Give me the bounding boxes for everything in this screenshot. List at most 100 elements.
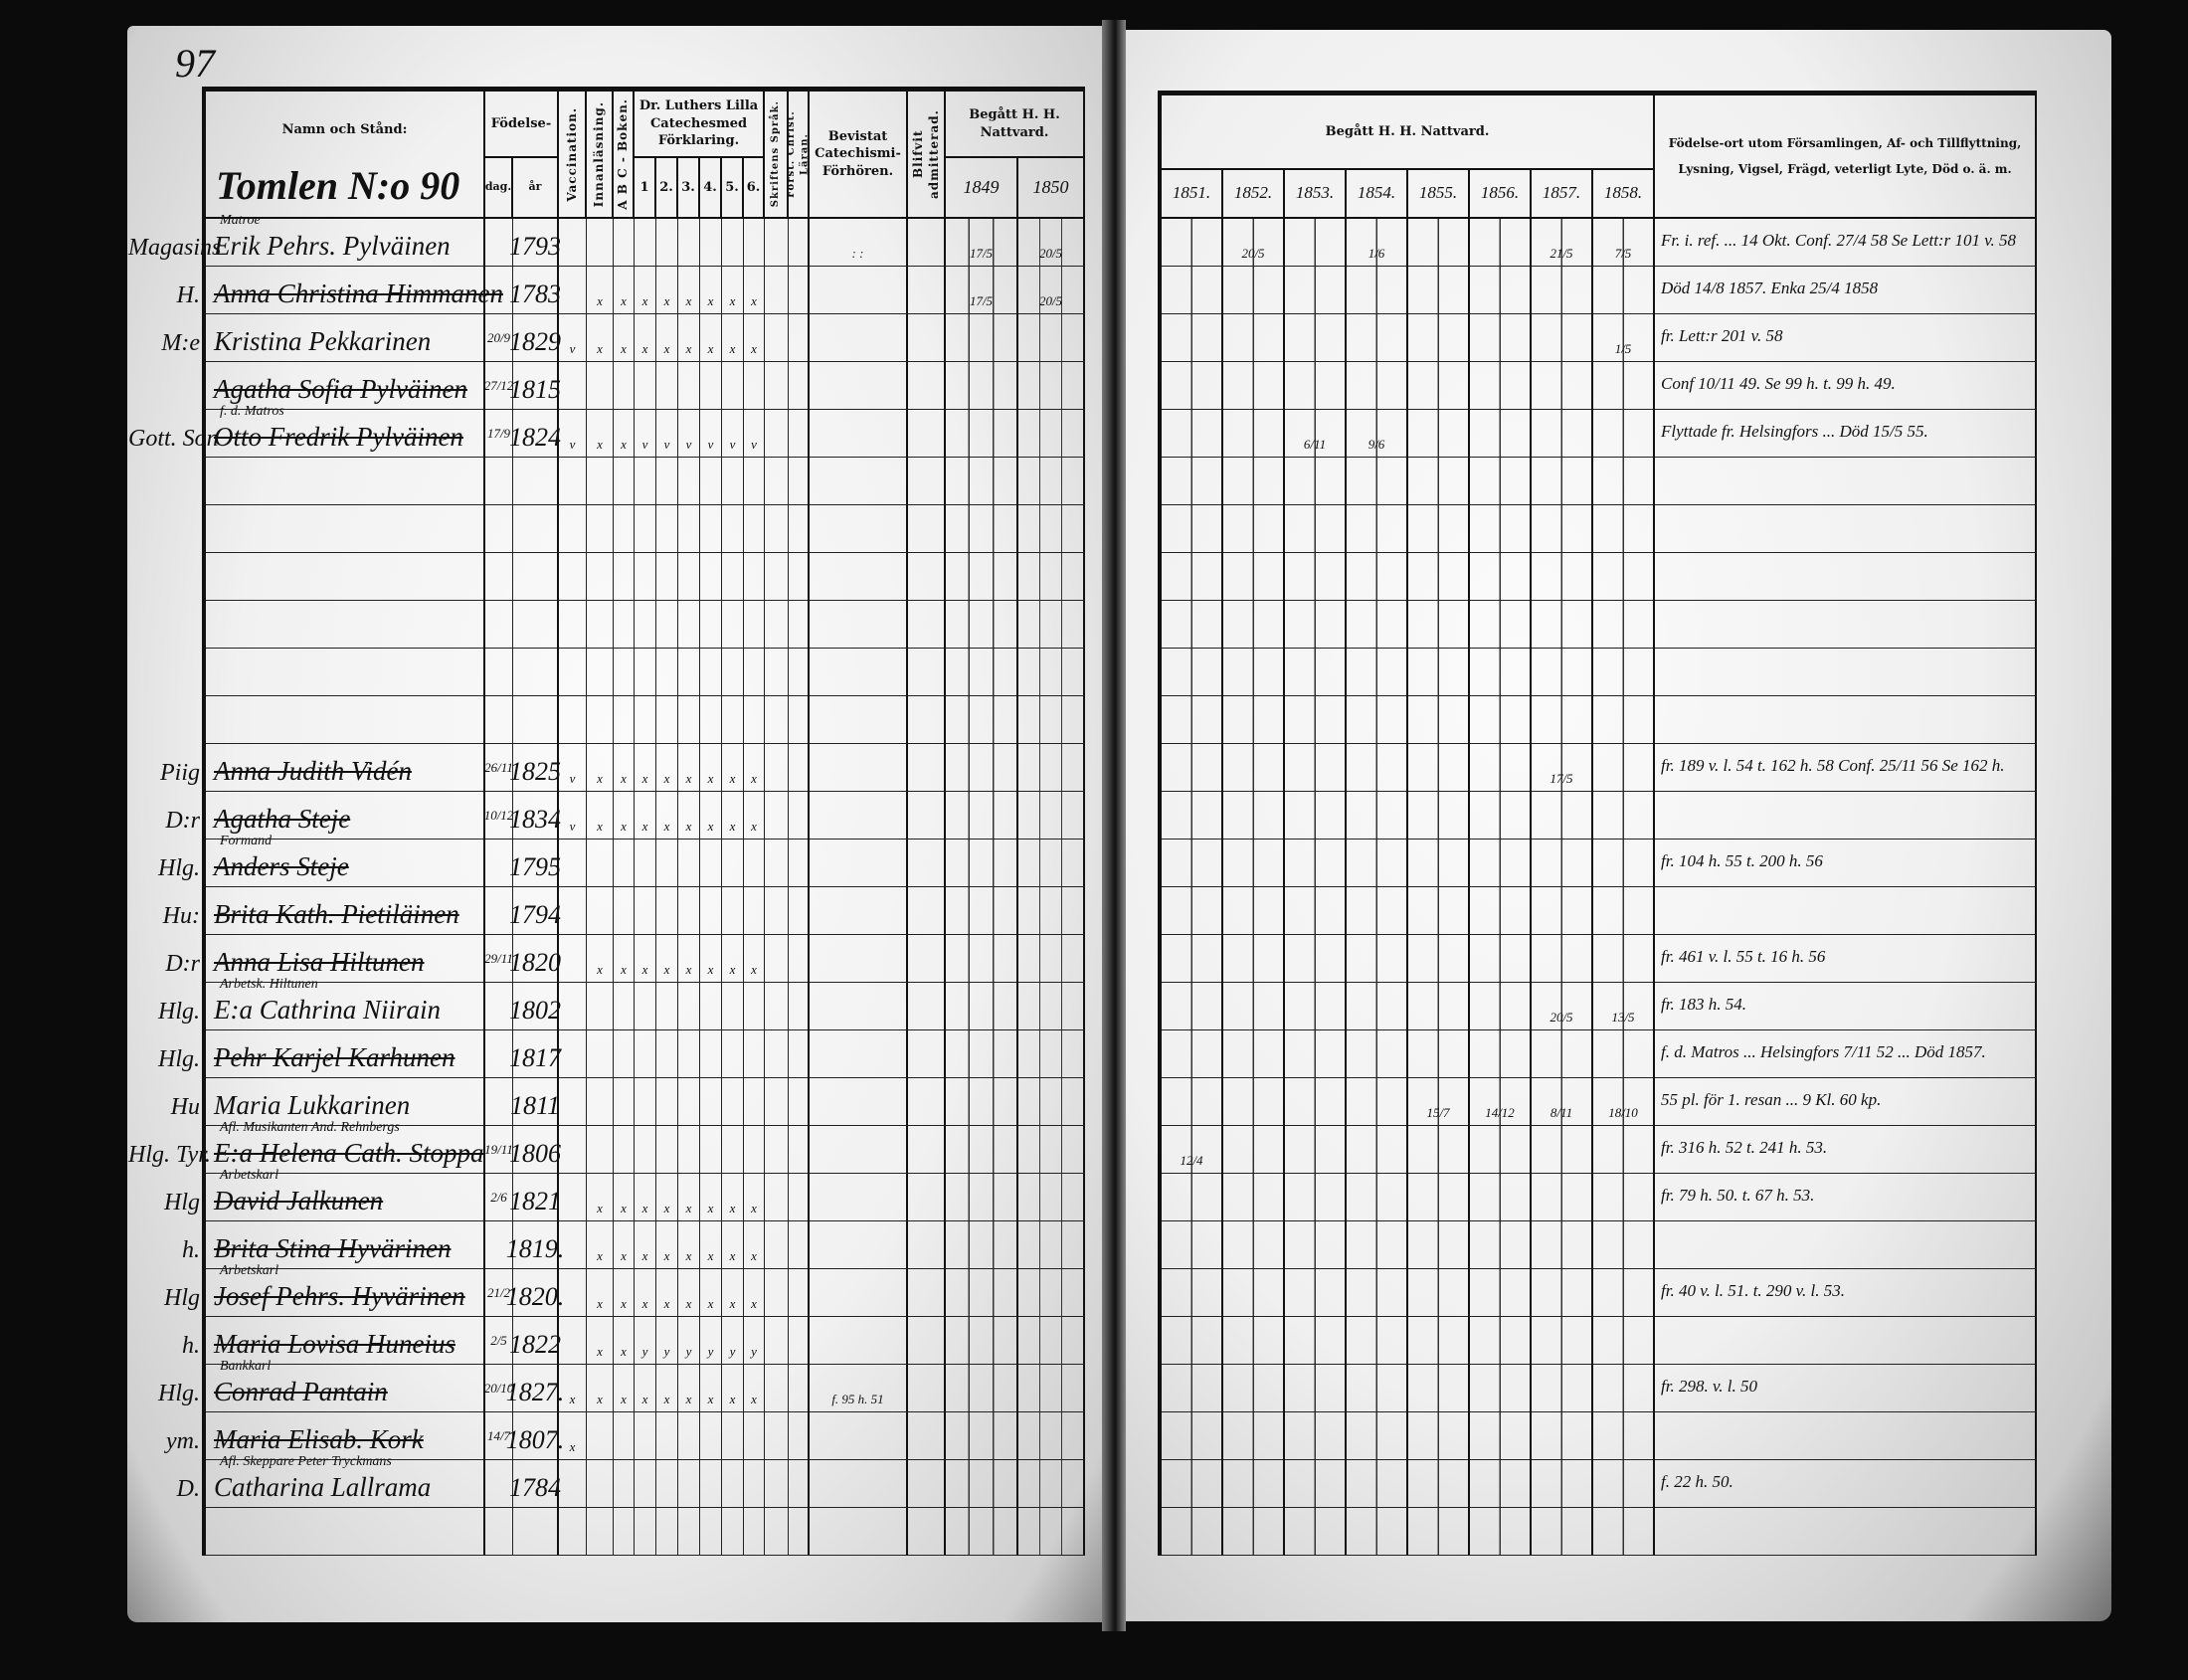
catechism-3-mark: x xyxy=(678,1174,700,1221)
abc-book-mark: x xyxy=(614,1365,635,1412)
catechism-4-mark: x xyxy=(700,314,722,362)
admitted-mark xyxy=(908,1174,946,1221)
examination-note xyxy=(810,935,908,983)
person-name: Brita Stina Hyvärinen xyxy=(214,1233,452,1263)
communion-1857 xyxy=(1532,696,1593,744)
reading-mark xyxy=(587,1030,614,1078)
communion-1853 xyxy=(1285,792,1347,840)
household-role: D:r xyxy=(165,951,200,977)
admitted-mark xyxy=(908,410,946,458)
register-row-right: f. d. Matros ... Helsingfors 7/11 52 ...… xyxy=(1162,1030,2037,1078)
name-cell: Piig Anna Judith Vidén xyxy=(160,744,485,792)
communion-1854 xyxy=(1347,601,1408,649)
communion-year-1854: 1854. xyxy=(1347,170,1408,219)
household-role: Hlg. xyxy=(158,855,200,881)
catechism-6-mark xyxy=(744,1508,765,1556)
birth-year: 1820. xyxy=(506,1269,564,1317)
catechism-4-mark: y xyxy=(700,1317,722,1365)
register-row-right: Conf 10/11 49. Se 99 h. t. 99 h. 49. xyxy=(1162,362,2037,410)
occupation-note: Formand xyxy=(220,834,273,848)
register-row-right: fr. 298. v. l. 50 xyxy=(1162,1365,2037,1412)
communion-1852 xyxy=(1223,1174,1285,1221)
communion-1858 xyxy=(1593,362,1655,410)
name-cell: Hu Maria Lukkarinen xyxy=(171,1078,485,1126)
register-row-right: 15/7 14/12 8/11 18/10 55 pl. för 1. resan ..… xyxy=(1162,1078,2037,1126)
remarks-cell: fr. 316 h. 52 t. 241 h. 53. xyxy=(1655,1126,2037,1174)
catechism-3-mark xyxy=(678,362,700,410)
examination-note xyxy=(810,1412,908,1460)
catechism-2-mark xyxy=(656,219,678,267)
communion-1857 xyxy=(1532,649,1593,696)
register-row: ym. Maria Elisab. Kork 14/7 1807. x xyxy=(166,1412,1085,1460)
communion-1854 xyxy=(1347,458,1408,505)
communion-1852 xyxy=(1223,887,1285,935)
communion-1849 xyxy=(946,1460,1018,1508)
birth-day xyxy=(485,505,513,553)
communion-1850 xyxy=(1018,887,1085,935)
catechism-6-mark: x xyxy=(744,1174,765,1221)
communion-1855 xyxy=(1408,362,1470,410)
scripture-mark xyxy=(765,553,789,601)
reading-mark xyxy=(587,553,614,601)
catechism-1-mark xyxy=(635,1126,656,1174)
abc-book-mark: x xyxy=(614,935,635,983)
person-name: Maria Elisab. Kork xyxy=(214,1424,424,1454)
communion-1857 xyxy=(1532,1174,1593,1221)
catechism-4-mark: x xyxy=(700,935,722,983)
catechism-6-mark: x xyxy=(744,1365,765,1412)
communion-1851 xyxy=(1162,935,1223,983)
scripture-mark xyxy=(765,1126,789,1174)
communion-1850 xyxy=(1018,505,1085,553)
catechism-2-mark xyxy=(656,1508,678,1556)
admitted-mark xyxy=(908,792,946,840)
catechism-6-mark: x xyxy=(744,744,765,792)
communion-1858 xyxy=(1593,1508,1655,1556)
vaccination-mark xyxy=(559,505,587,553)
vaccination-mark xyxy=(559,1030,587,1078)
reading-mark: x xyxy=(587,267,614,314)
household-role: Hlg. xyxy=(158,999,200,1025)
communion-1853 xyxy=(1285,840,1347,887)
communion-1852 xyxy=(1223,1317,1285,1365)
vaccination-mark xyxy=(559,649,587,696)
birth-year: 1819. xyxy=(506,1221,564,1269)
household-role: h. xyxy=(182,1237,200,1263)
catechism-1-mark xyxy=(635,362,656,410)
communion-1854 xyxy=(1347,1126,1408,1174)
examination-note xyxy=(810,505,908,553)
communion-1853 xyxy=(1285,1365,1347,1412)
reading-mark xyxy=(587,1460,614,1508)
communion-1849 xyxy=(946,840,1018,887)
birth-year: 1834 xyxy=(509,792,561,840)
birth-year: 1807. xyxy=(506,1412,564,1460)
communion-1853: 6/11 xyxy=(1285,410,1347,458)
remarks-cell xyxy=(1655,458,2037,505)
catechism-5-mark xyxy=(722,1078,744,1126)
catechism-4-mark: v xyxy=(700,410,722,458)
communion-1858 xyxy=(1593,1126,1655,1174)
communion-1852: 20/5 xyxy=(1223,219,1285,267)
remarks-cell xyxy=(1655,1221,2037,1269)
communion-1855 xyxy=(1408,1221,1470,1269)
name-cell: Magasins Matroe Erik Pehrs. Pylväinen xyxy=(128,213,485,267)
register-row-right: 20/5 1/6 21/5 7/5 Fr. i. ref. ... 14 Okt. Co… xyxy=(1162,219,2037,267)
examination-note xyxy=(810,601,908,649)
scripture-mark xyxy=(765,1508,789,1556)
person-name: Kristina Pekkarinen xyxy=(214,326,432,356)
communion-1855 xyxy=(1408,314,1470,362)
register-row-right: Död 14/8 1857. Enka 25/4 1858 xyxy=(1162,267,2037,314)
abc-book-header: A B C - Boken. xyxy=(614,92,635,219)
birth-day: 29/11 xyxy=(484,935,513,983)
communion-1853 xyxy=(1285,744,1347,792)
admitted-mark xyxy=(908,314,946,362)
christian-doctrine-mark xyxy=(789,649,810,696)
catechism-3-mark: v xyxy=(678,410,700,458)
admitted-mark xyxy=(908,840,946,887)
catechism-1-mark: x xyxy=(635,267,656,314)
catechism-2-mark: x xyxy=(656,1174,678,1221)
communion-1852 xyxy=(1223,1126,1285,1174)
communion-year-1858: 1858. xyxy=(1593,170,1655,219)
communion-1849 xyxy=(946,1078,1018,1126)
communion-1856 xyxy=(1470,1508,1532,1556)
communion-1853 xyxy=(1285,601,1347,649)
